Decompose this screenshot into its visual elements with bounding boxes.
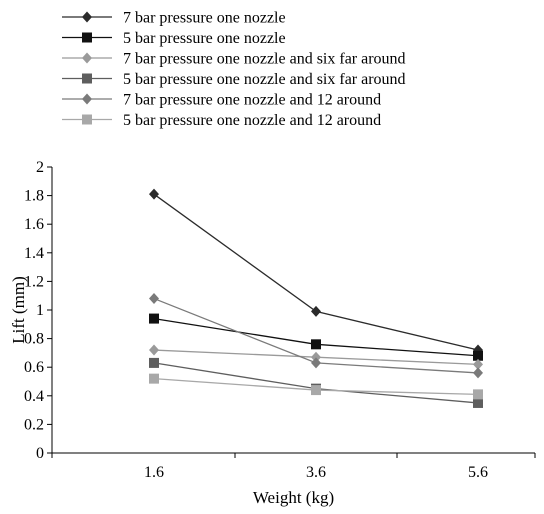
x-tick-label: 5.6 xyxy=(468,464,488,481)
legend-marker xyxy=(82,114,92,125)
legend-label: 5 bar pressure one nozzle and 12 around xyxy=(123,112,381,129)
series-line xyxy=(153,317,479,357)
data-point xyxy=(149,344,159,356)
x-tick-label: 1.6 xyxy=(144,464,164,481)
legend-label: 7 bar pressure one nozzle and six far ar… xyxy=(123,51,406,68)
y-axis-label: Lift (mm) xyxy=(9,276,28,344)
y-tick-label: 1 xyxy=(36,302,44,319)
legend-label: 5 bar pressure one nozzle and six far ar… xyxy=(123,71,406,88)
data-point xyxy=(149,373,159,384)
series-6 xyxy=(149,373,483,400)
data-point xyxy=(311,339,321,350)
data-point xyxy=(149,188,159,200)
data-point xyxy=(473,358,483,370)
legend-item: 7 bar pressure one nozzle and 12 around xyxy=(62,92,381,109)
y-tick-label: 1.6 xyxy=(24,216,44,233)
series-2 xyxy=(149,313,483,361)
y-tick-label: 1.2 xyxy=(24,273,44,290)
legend-item: 5 bar pressure one nozzle xyxy=(62,30,286,47)
legend-marker xyxy=(82,52,92,64)
series-1 xyxy=(149,188,483,356)
x-tick-label: 3.6 xyxy=(306,464,326,481)
data-point xyxy=(311,357,321,369)
series-3 xyxy=(149,344,483,370)
y-tick-label: 1.8 xyxy=(24,188,44,205)
y-tick-label: 0.4 xyxy=(24,388,44,405)
data-point xyxy=(473,389,483,400)
y-tick-label: 1.4 xyxy=(24,245,44,262)
y-tick-label: 2 xyxy=(36,159,44,176)
legend-item: 7 bar pressure one nozzle and six far ar… xyxy=(62,51,406,68)
y-tick-label: 0.6 xyxy=(24,359,44,376)
data-point xyxy=(149,357,159,368)
plot-area xyxy=(149,188,483,408)
data-point xyxy=(473,397,483,408)
data-point xyxy=(311,351,321,363)
legend-label: 7 bar pressure one nozzle xyxy=(123,10,286,27)
legend-label: 5 bar pressure one nozzle xyxy=(123,30,286,47)
data-point xyxy=(149,293,159,305)
legend-item: 5 bar pressure one nozzle and six far ar… xyxy=(62,71,406,88)
legend-item: 5 bar pressure one nozzle and 12 around xyxy=(62,112,381,129)
legend-marker xyxy=(82,93,92,105)
x-ticks: 1.6 3.6 5.6 xyxy=(51,453,536,481)
data-point xyxy=(311,305,321,317)
legend: 7 bar pressure one nozzle 5 bar pressure … xyxy=(62,10,406,129)
series-5 xyxy=(149,293,483,379)
y-tick-label: 0.2 xyxy=(24,416,44,433)
data-point xyxy=(149,313,159,324)
x-axis-label: Weight (kg) xyxy=(253,488,334,507)
legend-marker xyxy=(82,32,92,43)
legend-marker xyxy=(82,11,92,23)
y-tick-label: 0.8 xyxy=(24,331,44,348)
data-point xyxy=(311,385,321,396)
legend-label: 7 bar pressure one nozzle and 12 around xyxy=(123,92,381,109)
y-ticks: 0 0.2 0.4 0.6 0.8 1 1.2 1.4 1.6 1.8 2 xyxy=(24,159,52,462)
data-point xyxy=(473,350,483,361)
legend-marker xyxy=(82,73,92,84)
legend-item: 7 bar pressure one nozzle xyxy=(62,10,286,27)
axes: 0 0.2 0.4 0.6 0.8 1 1.2 1.4 1.6 1.8 2 1.6 3.6 5.6 Li… xyxy=(9,159,536,507)
data-point xyxy=(473,367,483,379)
series-line xyxy=(153,362,479,404)
y-tick-label: 0 xyxy=(36,445,44,462)
